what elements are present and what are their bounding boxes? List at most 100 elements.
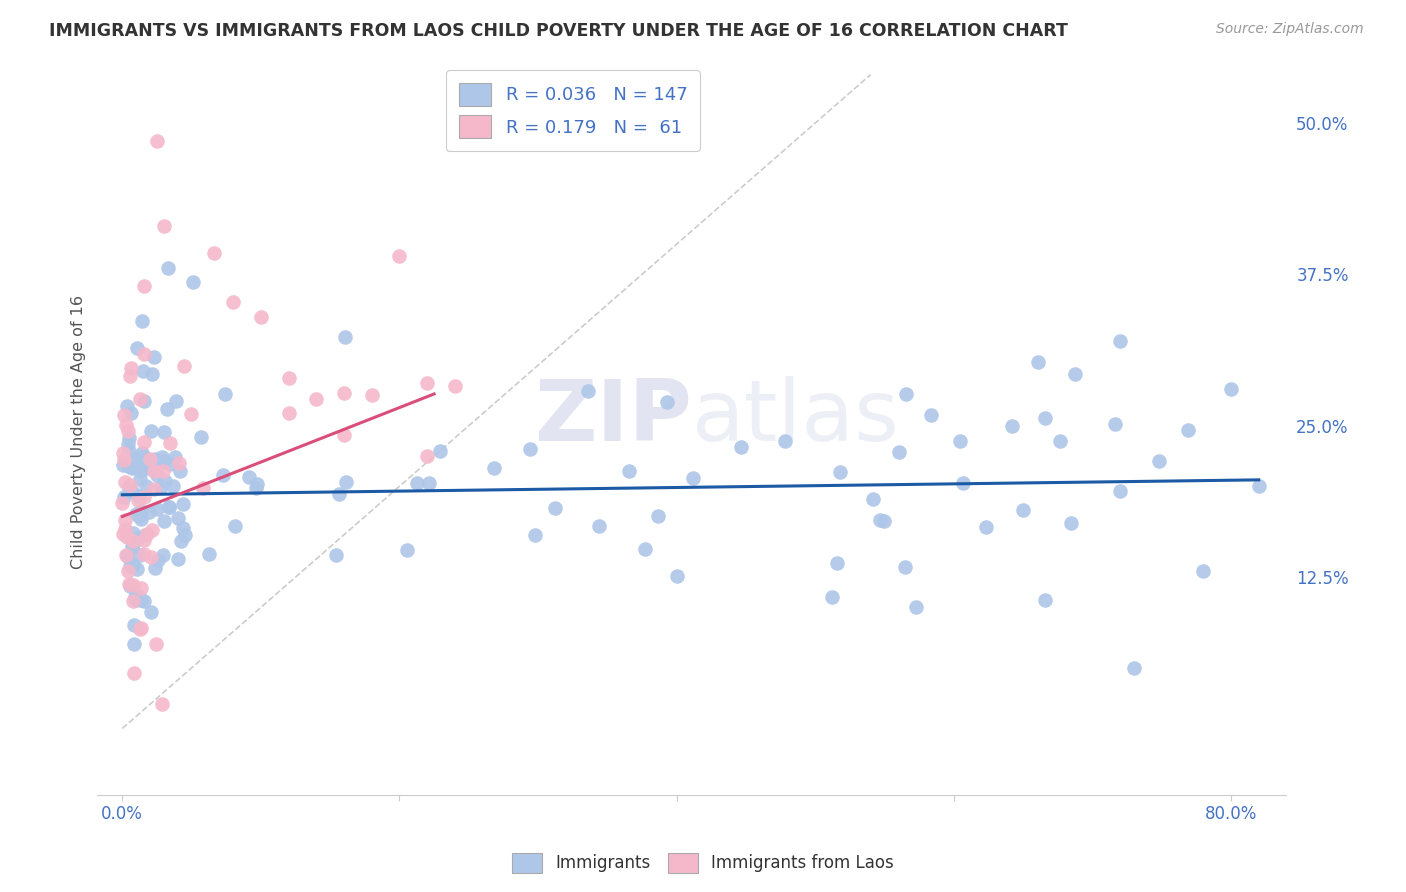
Point: [127, 493, 149, 508]
Point: [730, 440, 752, 454]
Point: [143, 561, 166, 575]
Point: [245, 481, 267, 495]
Point: [136, 527, 159, 541]
Point: [416, 376, 439, 391]
Point: [155, 475, 177, 489]
Point: [122, 577, 145, 591]
Point: [1026, 354, 1049, 368]
Point: [141, 367, 163, 381]
Point: [360, 388, 382, 402]
Point: [277, 406, 299, 420]
Point: [212, 468, 235, 483]
Point: [576, 384, 599, 399]
Point: [1247, 479, 1270, 493]
Point: [152, 454, 174, 468]
Point: [1123, 661, 1146, 675]
Point: [132, 346, 155, 360]
Point: [148, 552, 170, 566]
Point: [146, 134, 169, 148]
Text: Source: ZipAtlas.com: Source: ZipAtlas.com: [1216, 22, 1364, 37]
Point: [112, 408, 135, 422]
Point: [949, 434, 972, 448]
Point: [117, 577, 139, 591]
Point: [141, 424, 163, 438]
Point: [1033, 410, 1056, 425]
Point: [657, 395, 679, 409]
Point: [544, 500, 567, 515]
Point: [134, 533, 156, 547]
Point: [129, 621, 152, 635]
Point: [120, 451, 142, 466]
Point: [112, 491, 135, 505]
Point: [117, 437, 139, 451]
Point: [153, 425, 176, 439]
Point: [142, 464, 165, 478]
Legend: R = 0.036   N = 147, R = 0.179   N =  61: R = 0.036 N = 147, R = 0.179 N = 61: [446, 70, 700, 151]
Point: [124, 617, 146, 632]
Point: [128, 489, 150, 503]
Point: [146, 502, 169, 516]
Point: [122, 525, 145, 540]
Point: [191, 481, 214, 495]
Point: [121, 594, 143, 608]
Point: [141, 523, 163, 537]
Point: [165, 394, 187, 409]
Point: [115, 400, 138, 414]
Point: [173, 359, 195, 373]
Point: [333, 385, 356, 400]
Point: [418, 476, 440, 491]
Point: [773, 434, 796, 448]
Point: [190, 430, 212, 444]
Point: [122, 459, 145, 474]
Point: [1108, 484, 1130, 499]
Point: [333, 428, 356, 442]
Point: [333, 330, 356, 344]
Point: [129, 464, 152, 478]
Point: [128, 622, 150, 636]
Point: [647, 508, 669, 523]
Point: [214, 387, 236, 401]
Point: [165, 450, 187, 464]
Point: [111, 526, 134, 541]
Point: [121, 451, 143, 466]
Point: [1033, 593, 1056, 607]
Point: [135, 460, 157, 475]
Point: [118, 481, 141, 495]
Point: [148, 457, 170, 471]
Point: [976, 520, 998, 534]
Point: [131, 314, 153, 328]
Point: [174, 527, 197, 541]
Point: [588, 519, 610, 533]
Point: [120, 361, 142, 376]
Point: [146, 467, 169, 482]
Point: [114, 548, 136, 562]
Point: [896, 387, 918, 401]
Point: [825, 556, 848, 570]
Point: [152, 465, 174, 479]
Point: [429, 443, 451, 458]
Point: [1109, 334, 1132, 348]
Text: ZIP: ZIP: [534, 376, 692, 458]
Point: [122, 558, 145, 573]
Point: [1104, 417, 1126, 431]
Point: [157, 500, 180, 514]
Point: [920, 409, 942, 423]
Point: [889, 445, 911, 459]
Point: [115, 530, 138, 544]
Point: [128, 509, 150, 524]
Point: [335, 475, 357, 489]
Point: [125, 593, 148, 607]
Point: [245, 477, 267, 491]
Point: [121, 537, 143, 551]
Point: [122, 533, 145, 548]
Point: [127, 450, 149, 465]
Point: [134, 528, 156, 542]
Point: [152, 548, 174, 562]
Point: [167, 511, 190, 525]
Point: [134, 393, 156, 408]
Point: [132, 458, 155, 473]
Point: [115, 549, 138, 564]
Point: [157, 500, 180, 514]
Point: [128, 392, 150, 406]
Point: [1147, 453, 1170, 467]
